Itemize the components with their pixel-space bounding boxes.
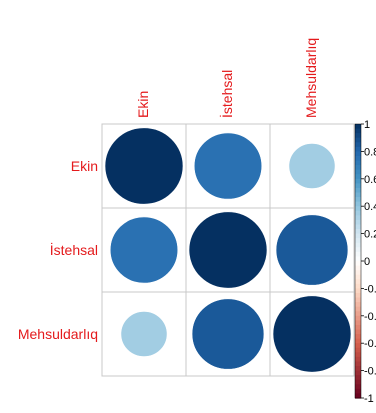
colorbar-segment — [355, 329, 361, 335]
colorbar-segment — [355, 160, 361, 166]
colorbar-segment — [355, 128, 361, 134]
correlation-circle — [109, 216, 179, 284]
correlation-circle — [193, 132, 263, 200]
colorbar-tick-label: -0.2 — [364, 283, 376, 295]
colorbar-segment — [355, 311, 361, 317]
colorbar-tick-label: 0 — [364, 256, 370, 268]
colorbar-segment — [355, 183, 361, 189]
colorbar-segment — [355, 146, 361, 152]
colorbar-segment — [355, 155, 361, 162]
colorbar-segment — [355, 238, 361, 244]
colorbar-tick-label: -0.6 — [364, 338, 376, 350]
colorbar-segment — [355, 174, 361, 180]
colorbar-segment — [355, 187, 361, 194]
colorbar-segment — [355, 142, 361, 148]
colorbar-segment — [355, 343, 361, 349]
colorbar-segment — [355, 151, 361, 157]
colorbar-tick-label: 0.8 — [364, 146, 376, 158]
colorbar-tick-label: 0.4 — [364, 201, 376, 213]
colorbar-segment — [355, 210, 361, 216]
colorbar-segment — [355, 384, 361, 390]
colorbar-segment — [355, 334, 361, 340]
colorbar-segment — [355, 169, 361, 175]
colorbar-segment — [355, 347, 361, 353]
correlation-circle — [120, 311, 168, 357]
colorbar-segment — [355, 288, 361, 294]
colorbar-segment — [355, 279, 361, 285]
colorbar-segment — [355, 302, 361, 308]
colorbar-segment — [355, 297, 361, 303]
colorbar-tick-label: 1 — [364, 119, 370, 131]
colorbar-segment — [355, 124, 361, 130]
column-labels: Ekin İstehsal Mehsuldarlıq — [135, 38, 319, 118]
colorbar-segment — [355, 379, 361, 385]
colorbar-segment — [355, 165, 361, 171]
colorbar-segment — [355, 270, 361, 276]
colorbar-segment — [355, 352, 361, 358]
colorbar-segment — [355, 192, 361, 198]
colorbar-segment — [355, 375, 361, 381]
row-labels: Ekin İstehsal Mehsuldarlıq — [18, 158, 98, 342]
correlation-circle — [188, 211, 268, 289]
row-label: İstehsal — [50, 241, 98, 258]
colorbar-segment — [355, 219, 361, 226]
row-label: Ekin — [71, 158, 98, 174]
colorbar-segment — [355, 201, 361, 207]
colorbar-segment — [355, 206, 361, 212]
colorbar-segment — [355, 361, 361, 367]
colorbar-segment — [355, 178, 361, 184]
colorbar-segment — [355, 356, 361, 363]
colorbar-segment — [355, 292, 361, 299]
colorbar-segment — [355, 388, 361, 395]
colorbar-segment — [355, 133, 361, 139]
colorbar-segment — [355, 256, 361, 262]
colorbar-segment — [355, 274, 361, 280]
colorbar-segment — [355, 242, 361, 248]
colorbar-segment — [355, 197, 361, 203]
colorbar-segment — [355, 265, 361, 271]
colorbar-segment — [355, 261, 361, 267]
colorbar-segment — [355, 247, 361, 253]
colorbar-segment — [355, 366, 361, 372]
colorbar-tick-label: 0.2 — [364, 229, 376, 241]
colorbar-segment — [355, 393, 361, 399]
correlation-circle — [191, 298, 265, 370]
colorbar-segment — [355, 338, 361, 344]
colorbar-tick-label: -1 — [364, 393, 374, 405]
column-label: Mehsuldarlıq — [303, 38, 319, 118]
colorbar-segment — [355, 306, 361, 312]
correlation-circle — [272, 295, 352, 373]
correlation-circle — [104, 127, 184, 205]
colorbar-segment — [355, 320, 361, 326]
colorbar-segment — [355, 229, 361, 235]
colorbar-segment — [355, 224, 361, 230]
colorbar-segment — [355, 215, 361, 221]
colorbar-tick-label: 0.6 — [364, 174, 376, 186]
row-label: Mehsuldarlıq — [18, 326, 98, 342]
correlation-circle — [275, 214, 349, 286]
colorbar-segment — [355, 137, 361, 143]
correlation-grid — [101, 123, 355, 377]
color-legend: 1 0.8 0.6 0.4 0.2 0 -0.2 -0.4 -0.6 -0.8 -1 — [354, 119, 376, 405]
colorbar-segment — [355, 283, 361, 289]
colorbar-segment — [355, 370, 361, 376]
colorbar-segment — [355, 324, 361, 331]
column-label: İstehsal — [218, 70, 235, 118]
colorbar-segment — [355, 233, 361, 239]
colorbar-segment — [355, 251, 361, 258]
colorbar-segment — [355, 315, 361, 321]
colorbar-tick-label: -0.4 — [364, 311, 376, 323]
column-label: Ekin — [135, 91, 151, 118]
colorbar-tick-label: -0.8 — [364, 366, 376, 378]
correlation-circle — [288, 143, 336, 189]
